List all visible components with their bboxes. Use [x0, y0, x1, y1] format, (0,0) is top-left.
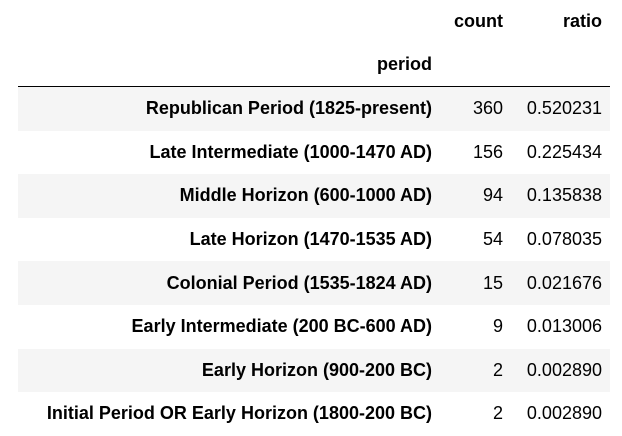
- ratio-cell: 0.135838: [526, 185, 602, 206]
- ratio-cell: 0.078035: [526, 229, 602, 250]
- ratio-cell: 0.002890: [526, 403, 602, 424]
- row-index-label: Middle Horizon (600-1000 AD): [179, 185, 432, 206]
- table-row: Early Horizon (900-200 BC) 2 0.002890: [18, 348, 610, 393]
- ratio-cell: 0.021676: [526, 272, 602, 293]
- table-row: Early Intermediate (200 BC-600 AD) 9 0.0…: [18, 305, 610, 349]
- table-row: Late Intermediate (1000-1470 AD) 156 0.2…: [18, 131, 610, 175]
- count-cell: 2: [492, 403, 503, 424]
- ratio-cell: 0.013006: [526, 316, 602, 337]
- column-header-ratio: ratio: [562, 11, 602, 31]
- table-row: Colonial Period (1535-1824 AD) 15 0.0216…: [18, 261, 610, 305]
- ratio-cell: 0.225434: [526, 141, 602, 162]
- row-index-label: Late Intermediate (1000-1470 AD): [149, 141, 432, 162]
- index-name-header: period: [376, 54, 432, 74]
- row-index-label: Early Horizon (900-200 BC): [201, 359, 432, 380]
- row-index-label: Initial Period OR Early Horizon (1800-20…: [46, 403, 432, 424]
- table-body: Republican Period (1825-present) 360 0.5…: [18, 87, 610, 436]
- table-row: Middle Horizon (600-1000 AD) 94 0.135838: [18, 174, 610, 218]
- row-index-label: Early Intermediate (200 BC-600 AD): [131, 316, 432, 337]
- count-cell: 54: [482, 229, 503, 250]
- column-header-count: count: [454, 11, 503, 31]
- row-index-label: Late Horizon (1470-1535 AD): [189, 229, 432, 250]
- count-cell: 94: [482, 185, 503, 206]
- count-cell: 156: [472, 141, 503, 162]
- column-header-row: count ratio: [18, 0, 610, 43]
- count-cell: 9: [492, 316, 503, 337]
- ratio-cell: 0.520231: [526, 98, 602, 119]
- row-index-label: Colonial Period (1535-1824 AD): [166, 272, 432, 293]
- count-cell: 15: [482, 272, 503, 293]
- table-row: Initial Period OR Early Horizon (1800-20…: [18, 392, 610, 436]
- index-name-row: period: [18, 43, 610, 87]
- count-cell: 360: [472, 98, 503, 119]
- ratio-cell: 0.002890: [526, 359, 602, 380]
- table-row: Late Horizon (1470-1535 AD) 54 0.078035: [18, 218, 610, 262]
- table-row: Republican Period (1825-present) 360 0.5…: [18, 87, 610, 131]
- count-cell: 2: [492, 359, 503, 380]
- dataframe-table: count ratio period Republican Period (18…: [18, 0, 610, 436]
- row-index-label: Republican Period (1825-present): [145, 98, 432, 119]
